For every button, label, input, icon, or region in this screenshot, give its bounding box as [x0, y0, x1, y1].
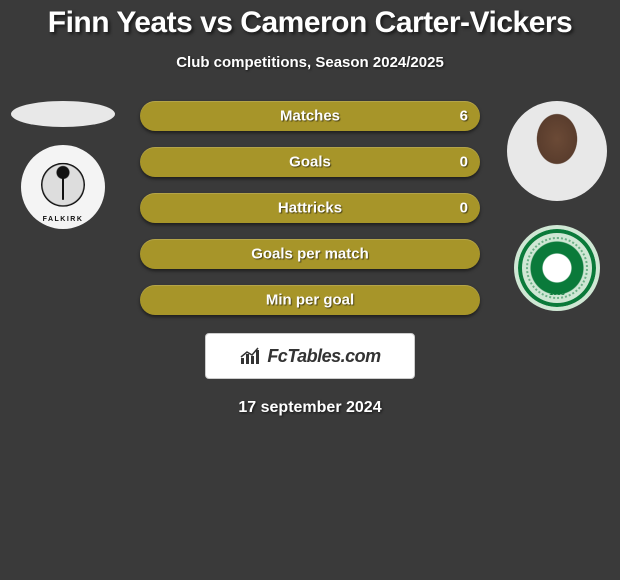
stat-bar: Min per goal — [140, 285, 480, 315]
stat-label: Goals per match — [140, 246, 480, 263]
avatar-right — [507, 101, 607, 201]
stat-bar: Goals per match — [140, 239, 480, 269]
stat-value-right: 6 — [460, 108, 468, 125]
branding-text: FcTables.com — [267, 346, 380, 367]
stat-label: Goals — [140, 154, 480, 171]
stat-bars: Matches6Goals0Hattricks0Goals per matchM… — [140, 101, 480, 315]
stat-label: Matches — [140, 108, 480, 125]
comparison-area: Matches6Goals0Hattricks0Goals per matchM… — [0, 101, 620, 417]
stat-value-right: 0 — [460, 154, 468, 171]
subtitle: Club competitions, Season 2024/2025 — [0, 54, 620, 71]
branding-box[interactable]: FcTables.com — [205, 333, 415, 379]
player-left-column — [8, 101, 118, 229]
branding-icon — [239, 346, 261, 366]
player-right-column — [502, 101, 612, 311]
avatar-left — [11, 101, 115, 127]
stat-bar: Hattricks0 — [140, 193, 480, 223]
stat-value-right: 0 — [460, 200, 468, 217]
page-title: Finn Yeats vs Cameron Carter-Vickers — [0, 6, 620, 40]
stat-bar: Goals0 — [140, 147, 480, 177]
root: Finn Yeats vs Cameron Carter-Vickers Clu… — [0, 0, 620, 417]
stat-label: Min per goal — [140, 292, 480, 309]
club-badge-left — [21, 145, 105, 229]
stat-bar: Matches6 — [140, 101, 480, 131]
stat-label: Hattricks — [140, 200, 480, 217]
club-badge-right — [514, 225, 600, 311]
date-label: 17 september 2024 — [0, 399, 620, 417]
